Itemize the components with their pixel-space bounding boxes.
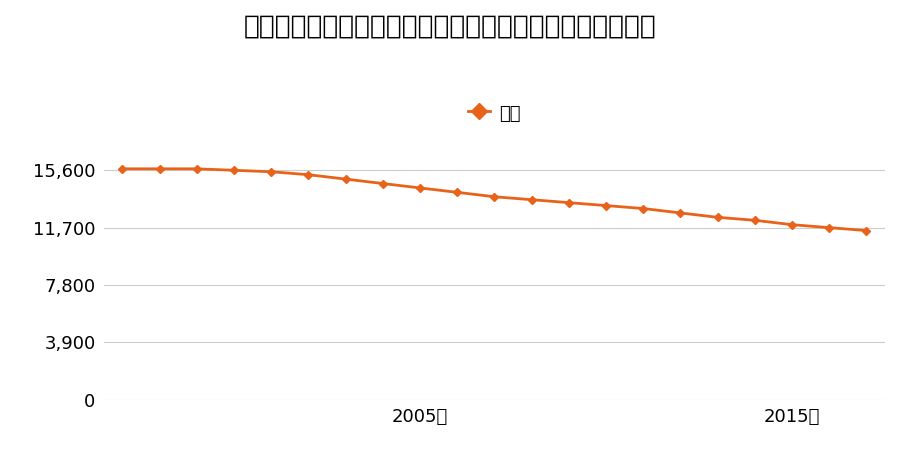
Text: 宮崎県串間市大字西方字上ヱ町１４８３２番３の地価推移: 宮崎県串間市大字西方字上ヱ町１４８３２番３の地価推移	[244, 14, 656, 40]
価格	[192, 166, 202, 171]
価格	[266, 169, 276, 175]
Line: 価格: 価格	[120, 166, 869, 234]
価格	[117, 166, 128, 171]
価格	[600, 203, 611, 208]
価格	[712, 215, 723, 220]
価格	[526, 197, 537, 202]
価格	[824, 225, 834, 230]
価格	[861, 228, 872, 233]
価格	[489, 194, 500, 199]
価格	[675, 210, 686, 216]
価格	[415, 185, 426, 191]
価格	[154, 166, 165, 171]
価格	[340, 176, 351, 182]
価格	[638, 206, 649, 211]
価格	[377, 181, 388, 186]
価格	[229, 167, 239, 173]
価格	[563, 200, 574, 205]
Legend: 価格: 価格	[468, 104, 520, 123]
価格	[787, 222, 797, 227]
価格	[750, 218, 760, 223]
価格	[452, 189, 463, 195]
価格	[303, 172, 314, 177]
